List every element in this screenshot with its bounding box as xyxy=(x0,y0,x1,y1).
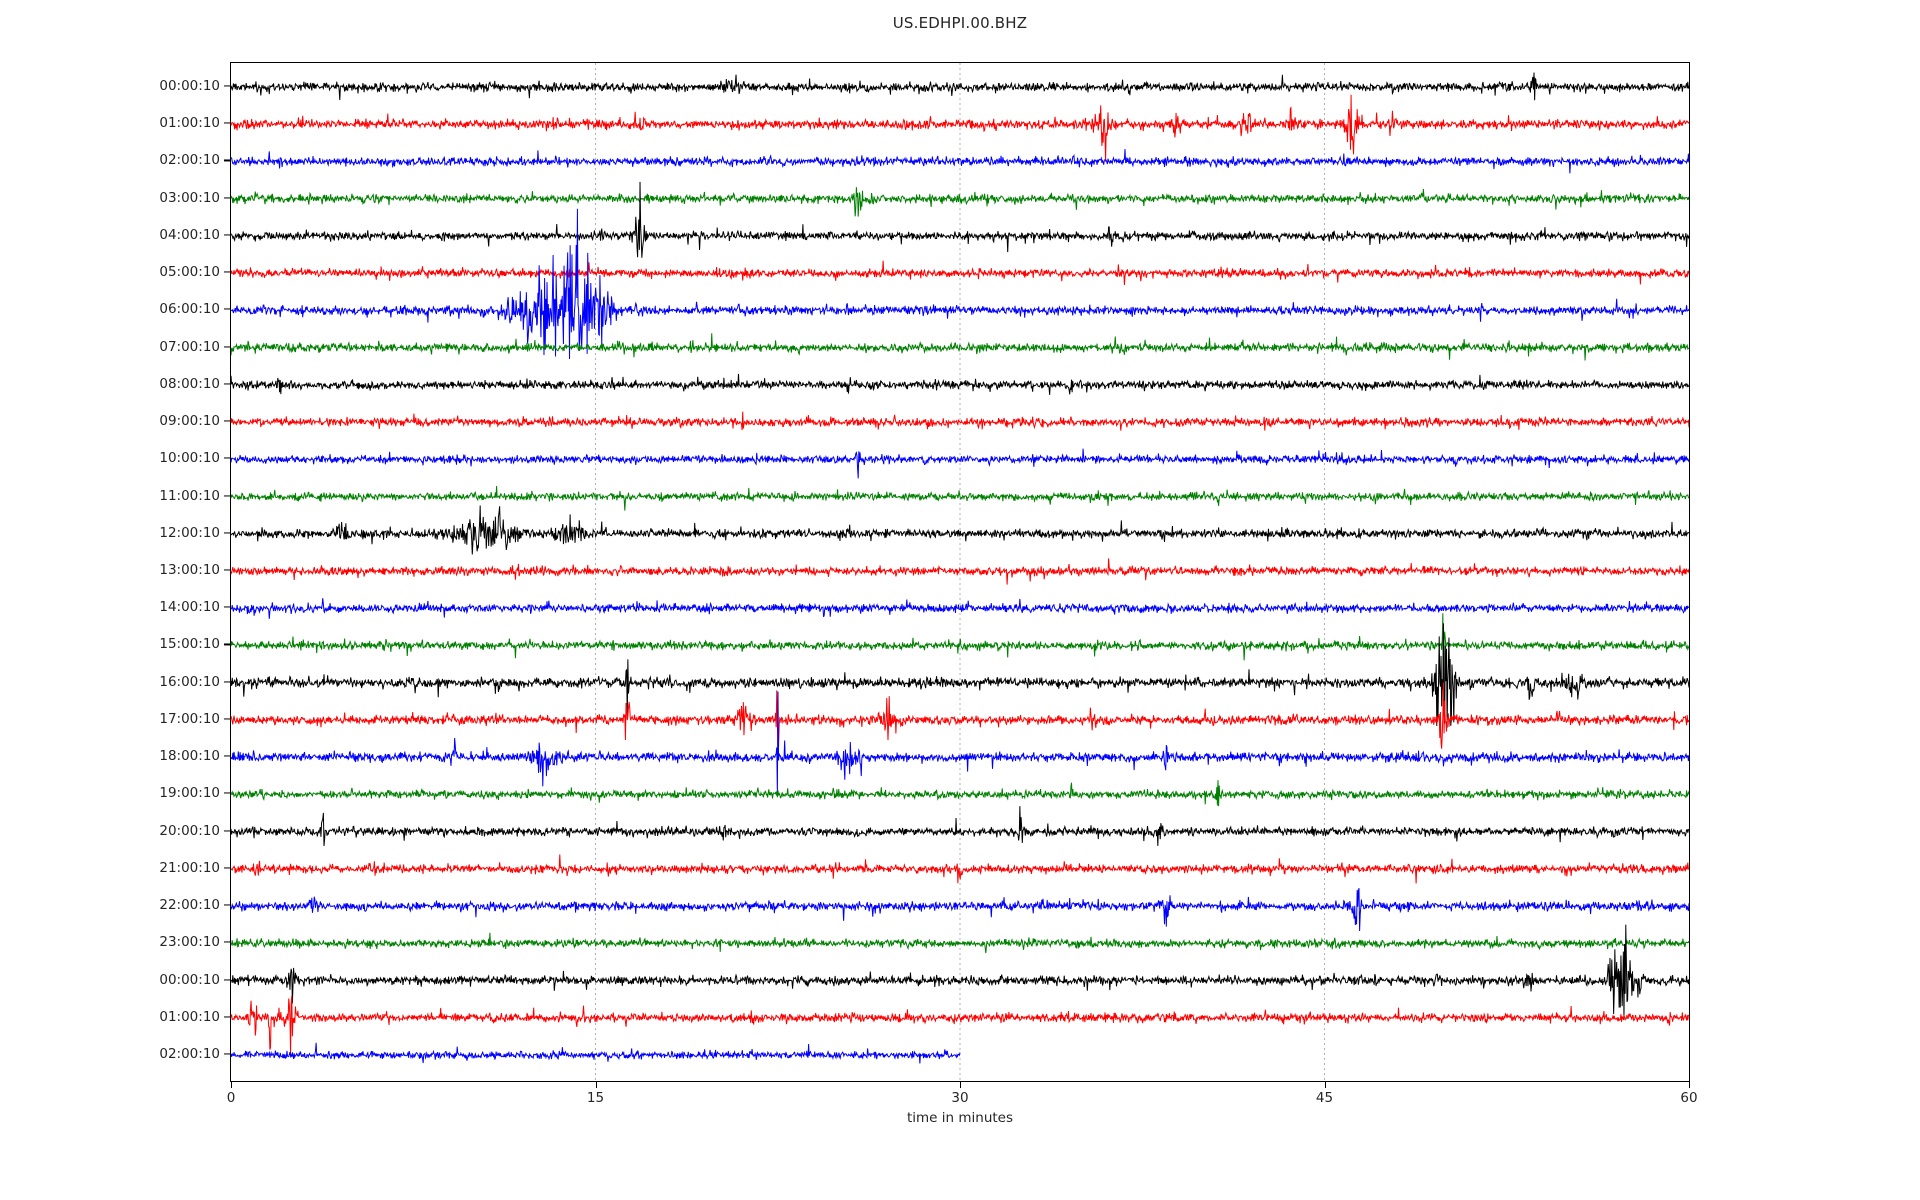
seismogram-traces xyxy=(231,63,1689,1081)
y-axis-tick-label: 05:00:10 xyxy=(159,264,220,281)
y-axis-tick-mark xyxy=(224,308,230,310)
y-axis-tick-label: 03:00:10 xyxy=(159,189,220,206)
seismogram-trace xyxy=(231,613,1689,705)
y-axis-tick-mark xyxy=(224,606,230,608)
x-axis-title: time in minutes xyxy=(906,1110,1014,1126)
y-axis-tick-mark xyxy=(224,941,230,943)
page-title: US.EDHPI.00.BHZ xyxy=(892,14,1028,32)
seismogram-trace xyxy=(231,558,1689,585)
y-axis-tick-mark xyxy=(224,420,230,422)
y-axis-tick-label: 08:00:10 xyxy=(159,375,220,392)
y-axis-tick-label: 01:00:10 xyxy=(159,1008,220,1025)
y-axis-tick-label: 09:00:10 xyxy=(159,413,220,430)
y-axis-tick-label: 00:00:10 xyxy=(159,78,220,94)
y-axis-tick-label: 06:00:10 xyxy=(159,301,220,318)
y-axis-tick-mark xyxy=(224,569,230,571)
y-axis-tick-label: 13:00:10 xyxy=(159,562,220,578)
seismogram-trace xyxy=(231,598,1689,619)
seismogram-trace xyxy=(231,780,1689,807)
seismogram-trace xyxy=(231,485,1689,511)
plot-area xyxy=(230,62,1690,1082)
seismogram-trace xyxy=(231,1042,961,1064)
y-axis-tick-mark xyxy=(224,904,230,906)
x-axis-tick-label: 45 xyxy=(1315,1090,1334,1106)
y-axis-tick-label: 12:00:10 xyxy=(159,524,220,541)
y-axis-tick-label: 00:00:10 xyxy=(159,971,220,988)
seismogram-trace xyxy=(231,260,1689,286)
seismogram-trace xyxy=(231,505,1689,555)
seismogram-trace xyxy=(231,72,1689,101)
y-axis-tick-mark xyxy=(224,792,230,794)
x-axis-tick-mark xyxy=(1324,1082,1326,1088)
y-axis-tick-label: 10:00:10 xyxy=(159,450,220,467)
y-axis-tick-label: 11:00:10 xyxy=(159,487,220,504)
seismogram-trace xyxy=(231,691,1689,795)
y-axis-tick-label: 14:00:10 xyxy=(159,599,220,616)
y-axis-tick-mark xyxy=(224,643,230,645)
seismogram-trace xyxy=(231,806,1689,847)
y-axis-tick-label: 02:00:10 xyxy=(159,152,220,169)
y-axis-tick-mark xyxy=(224,197,230,199)
y-axis-tick-mark xyxy=(224,159,230,161)
y-axis-tick-label: 19:00:10 xyxy=(159,785,220,802)
y-axis-tick-label: 15:00:10 xyxy=(159,636,220,653)
seismogram-trace xyxy=(231,181,1689,258)
y-axis-tick-mark xyxy=(224,1016,230,1018)
seismogram-trace xyxy=(231,149,1689,174)
y-axis-tick-label: 16:00:10 xyxy=(159,673,220,690)
y-axis-tick-mark xyxy=(224,681,230,683)
y-axis-tick-mark xyxy=(224,383,230,385)
y-axis-tick-mark xyxy=(224,830,230,832)
seismogram-trace xyxy=(231,932,1689,954)
seismogram-trace xyxy=(231,854,1689,884)
seismogram-trace xyxy=(231,373,1689,395)
y-axis-tick-mark xyxy=(224,346,230,348)
y-axis-tick-mark xyxy=(224,271,230,273)
seismogram-trace xyxy=(231,888,1689,931)
y-axis-tick-mark xyxy=(224,122,230,124)
seismogram-trace xyxy=(231,411,1689,431)
y-axis-tick-mark xyxy=(224,718,230,720)
x-axis-tick-mark xyxy=(960,1082,962,1088)
x-axis-tick-label: 60 xyxy=(1680,1090,1698,1106)
y-axis-tick-label: 17:00:10 xyxy=(159,710,220,727)
y-axis-tick-mark xyxy=(224,494,230,497)
seismogram-trace xyxy=(231,94,1689,162)
seismogram-trace xyxy=(231,995,1689,1055)
y-axis-tick-mark xyxy=(224,85,230,87)
x-axis-tick-mark xyxy=(595,1082,597,1088)
y-axis-tick-mark xyxy=(224,457,230,459)
x-axis-tick-label: 15 xyxy=(586,1090,605,1106)
y-axis-tick-mark xyxy=(224,978,230,981)
seismogram-trace xyxy=(231,208,1689,360)
y-axis-tick-mark xyxy=(224,1053,230,1055)
seismogram-trace xyxy=(231,682,1689,749)
seismogram-trace xyxy=(231,623,1689,728)
x-axis-tick-mark xyxy=(231,1082,233,1088)
y-axis-tick-label: 20:00:10 xyxy=(159,822,220,839)
y-axis-tick-label: 21:00:10 xyxy=(159,859,220,876)
x-axis-tick-mark xyxy=(1689,1082,1691,1088)
seismogram-trace xyxy=(231,448,1689,479)
y-axis-tick-label: 02:00:10 xyxy=(159,1046,220,1062)
y-axis-tick-mark xyxy=(224,234,230,236)
y-axis-tick-label: 23:00:10 xyxy=(159,934,220,951)
x-axis-tick-label: 0 xyxy=(226,1090,236,1106)
y-axis-tick-label: 22:00:10 xyxy=(159,897,220,914)
y-axis-tick-mark xyxy=(224,755,230,757)
seismogram-trace xyxy=(231,924,1689,1021)
y-axis-tick-label: 01:00:10 xyxy=(159,115,220,132)
y-axis-tick-label: 18:00:10 xyxy=(159,748,220,765)
seismogram-trace xyxy=(231,187,1689,217)
y-axis-tick-mark xyxy=(224,532,230,534)
y-axis-tick-label: 04:00:10 xyxy=(159,226,220,243)
seismogram-trace xyxy=(231,333,1689,361)
y-axis-tick-label: 07:00:10 xyxy=(159,338,220,355)
x-axis-tick-label: 30 xyxy=(951,1090,969,1106)
y-axis-tick-mark xyxy=(224,867,230,869)
